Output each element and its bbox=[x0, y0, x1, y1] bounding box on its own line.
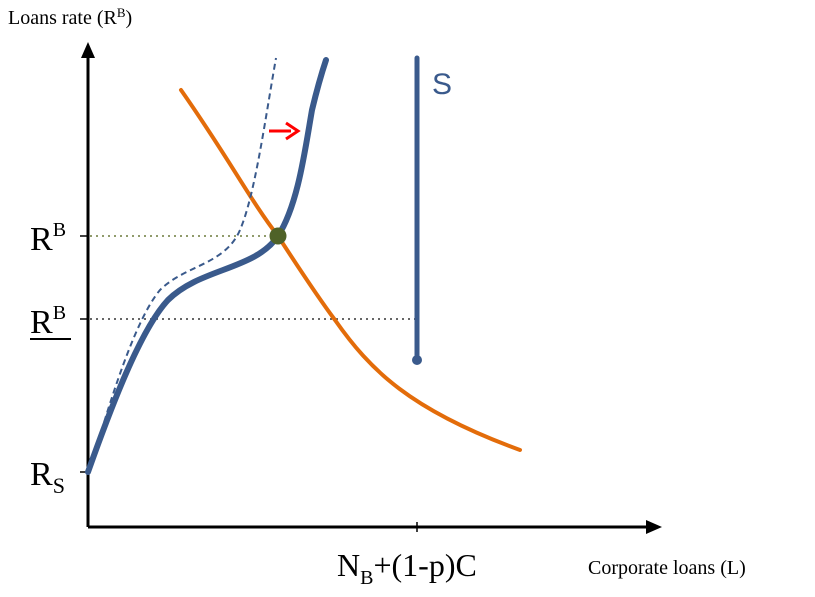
original-loan-supply-curve bbox=[89, 57, 277, 471]
y-tick-label-rb: RB bbox=[30, 219, 66, 258]
y-tick-label-rb-underlined: RB bbox=[30, 302, 66, 341]
shifted-loan-supply-curve bbox=[85, 57, 329, 475]
loan-demand-curve bbox=[179, 88, 522, 452]
y-axis-arrowhead bbox=[81, 42, 95, 58]
y-axis-label: Loans rate (RB) bbox=[8, 5, 132, 29]
x-tick-label: NB+(1-p)C bbox=[337, 547, 477, 589]
shift-arrow-icon bbox=[285, 121, 301, 141]
x-axis-label: Corporate loans (L) bbox=[588, 557, 746, 579]
x-axis-arrowhead bbox=[646, 520, 662, 534]
fund-supply-endpoint bbox=[412, 355, 422, 365]
y-tick-label-rs: RS bbox=[30, 456, 65, 498]
supply-label: S bbox=[432, 68, 452, 101]
equilibrium-point bbox=[269, 227, 287, 245]
